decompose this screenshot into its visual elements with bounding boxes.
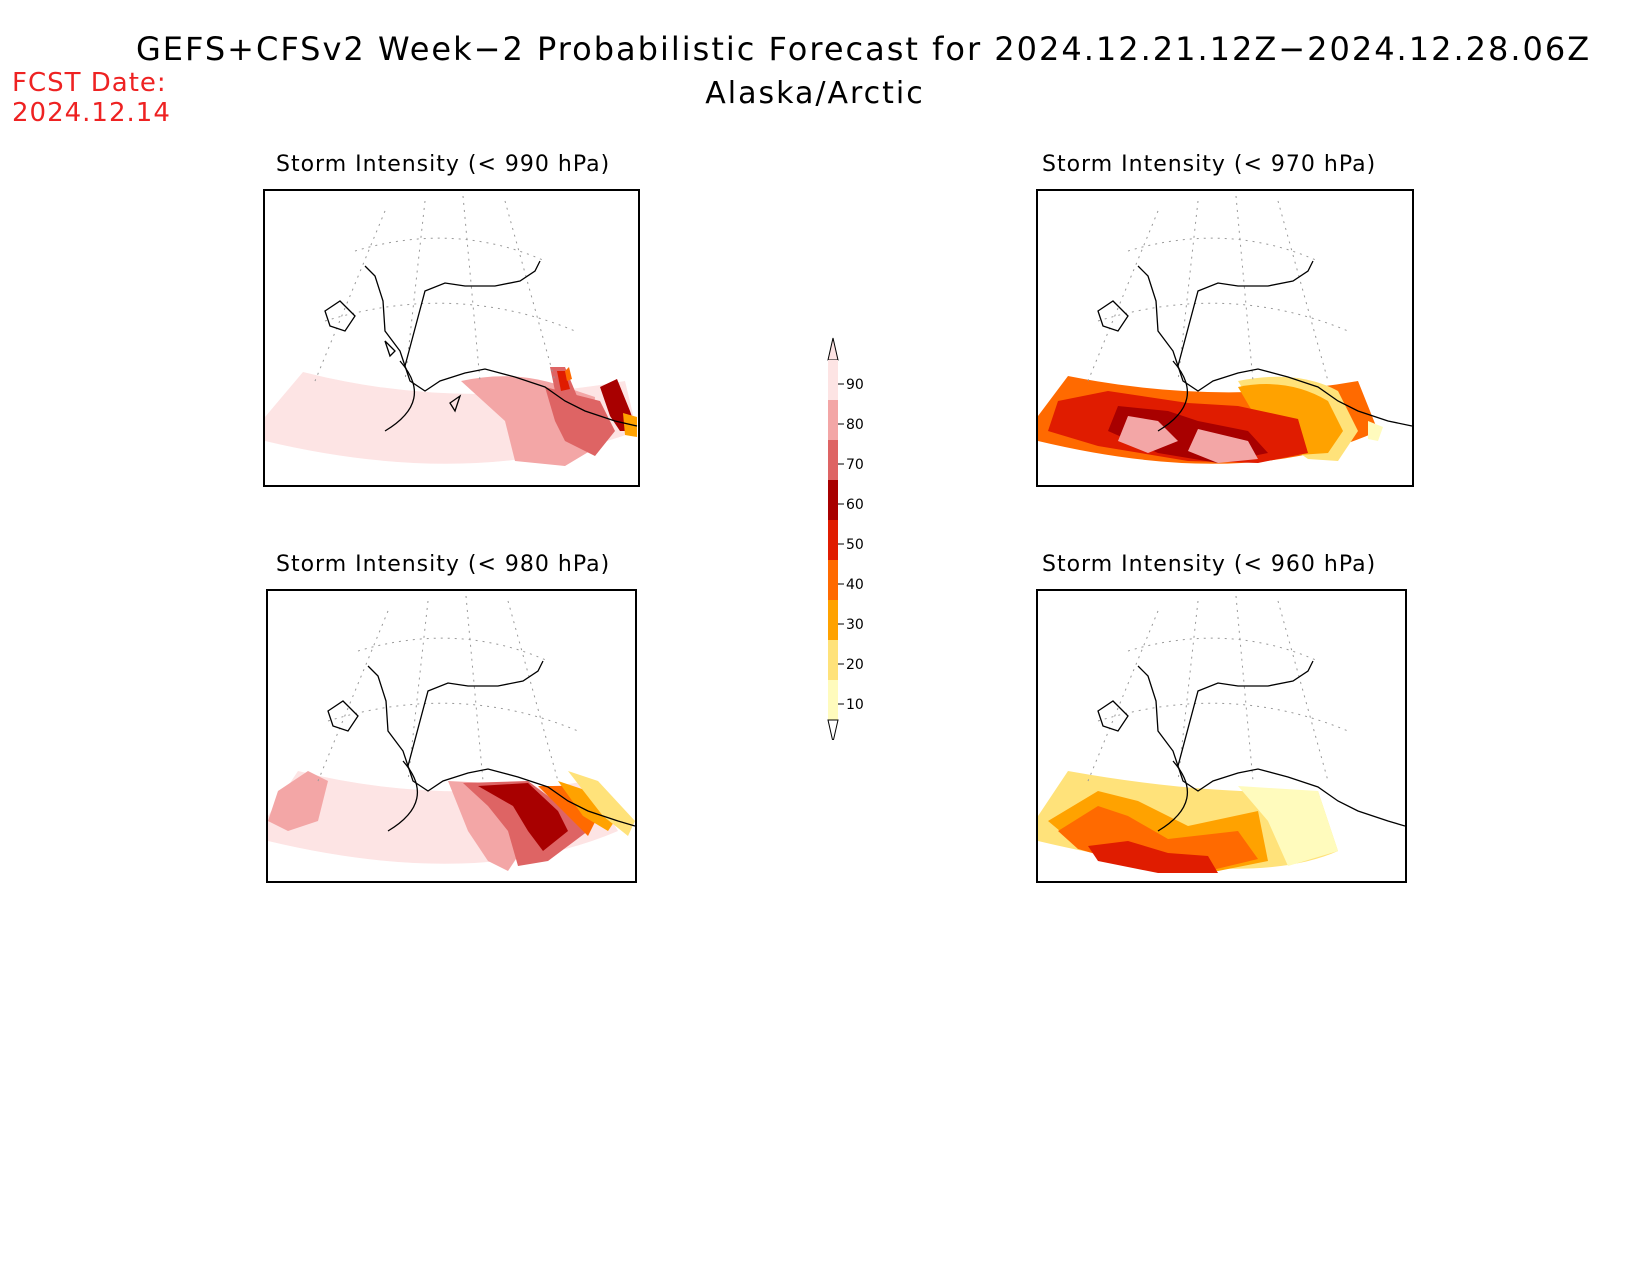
coastline-990 [324, 260, 638, 432]
panel-title-970: Storm Intensity (< 970 hPa) [1042, 152, 1377, 177]
graticule-990 [314, 195, 576, 382]
colorbar-tick-label: 60 [846, 497, 864, 513]
colorbar-bottom-triangle [827, 719, 839, 743]
colorbar-tick-label: 80 [846, 417, 864, 433]
probability-contours-990 [265, 367, 637, 466]
colorbar-tick-label: 40 [846, 577, 864, 593]
colorbar-swatch [828, 600, 838, 640]
colorbar-tick-label: 70 [846, 457, 864, 473]
probability-contours-980 [268, 771, 635, 871]
panel-title-960: Storm Intensity (< 960 hPa) [1042, 552, 1377, 577]
forecast-date-value: 2024.12.14 [12, 98, 171, 128]
panel-title-990: Storm Intensity (< 990 hPa) [276, 152, 611, 177]
map-panel-960 [1036, 589, 1407, 883]
map-panel-990 [263, 189, 640, 487]
probability-contours-960 [1038, 771, 1338, 873]
coastline-960 [1097, 660, 1405, 832]
forecast-date-label: FCST Date: [12, 68, 167, 98]
colorbar-swatch [828, 400, 838, 440]
map-panel-980 [266, 589, 637, 883]
graticule-970 [1087, 195, 1349, 382]
figure-title: GEFS+CFSv2 Week−2 Probabilistic Forecast… [136, 30, 1592, 68]
colorbar-tick-label: 10 [846, 697, 864, 713]
colorbar-top-triangle [827, 337, 839, 361]
colorbar-swatch [828, 360, 838, 400]
colorbar-tick-label: 90 [846, 377, 864, 393]
colorbar-swatch [828, 560, 838, 600]
probability-contours-970 [1038, 376, 1383, 464]
colorbar-swatch [828, 440, 838, 480]
colorbar-tick-label: 30 [846, 617, 864, 633]
coastline-980 [327, 660, 635, 832]
colorbar-swatch [828, 520, 838, 560]
colorbar-tick-label: 20 [846, 657, 864, 673]
colorbar-swatch [828, 640, 838, 680]
graticule-960 [1087, 595, 1349, 782]
map-svg-960 [1038, 595, 1405, 873]
graticule-980 [317, 595, 579, 782]
colorbar-swatch [828, 480, 838, 520]
map-svg-980 [268, 595, 635, 871]
forecast-date-block: FCST Date: 2024.12.14 [12, 68, 171, 128]
map-svg-970 [1038, 195, 1412, 464]
probability-colorbar: 90 80 70 60 50 40 30 20 10 [820, 330, 900, 743]
colorbar-swatch [828, 680, 838, 720]
region-label: Alaska/Arctic [705, 76, 925, 111]
coastline-970 [1097, 260, 1412, 432]
panel-title-980: Storm Intensity (< 980 hPa) [276, 552, 611, 577]
colorbar-tick-label: 50 [846, 537, 864, 553]
colorbar-svg: 90 80 70 60 50 40 30 20 10 [827, 337, 864, 743]
map-panel-970 [1036, 189, 1414, 487]
map-svg-990 [265, 195, 638, 466]
